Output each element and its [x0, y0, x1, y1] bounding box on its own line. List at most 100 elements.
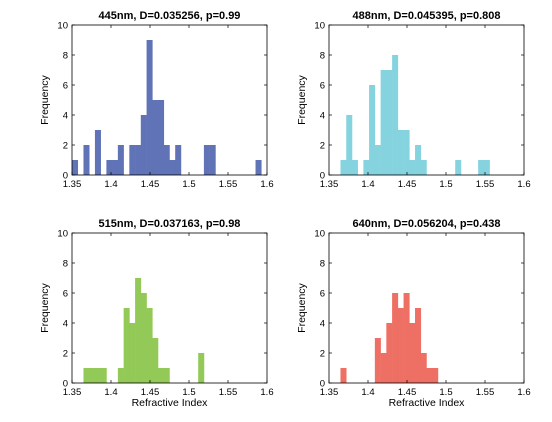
histogram-bar: [409, 160, 416, 175]
y-tick-label: 6: [320, 289, 325, 300]
chart-title: 515nm, D=0.037163, p=0.98: [99, 218, 241, 230]
x-tick-label: 1.55: [476, 179, 495, 190]
histogram-bar: [392, 55, 399, 175]
histogram-bar: [340, 160, 347, 175]
histogram-bar: [117, 368, 124, 383]
axes-box: [328, 24, 525, 176]
histogram-bar: [415, 308, 422, 383]
histogram-bar: [158, 100, 165, 175]
histogram-bar: [374, 145, 381, 175]
histogram-bar: [369, 85, 376, 175]
histogram-bar: [158, 368, 165, 383]
x-tick-label: 1.4: [104, 387, 117, 398]
histogram-bar: [483, 160, 490, 175]
chart-title: 488nm, D=0.045395, p=0.808: [353, 10, 501, 22]
histogram-bar: [363, 160, 370, 175]
y-tick-label: 4: [63, 319, 68, 330]
histogram-bar: [94, 130, 101, 175]
y-tick-label: 8: [63, 51, 68, 62]
histogram-bar: [209, 145, 216, 175]
histogram-bar: [374, 338, 381, 383]
x-tick-label: 1.55: [219, 387, 238, 398]
y-tick-label: 10: [314, 21, 325, 32]
x-tick-label: 1.5: [182, 179, 195, 190]
x-tick-label: 1.6: [517, 179, 530, 190]
histogram-bar: [420, 353, 427, 383]
x-tick-label: 1.45: [141, 179, 160, 190]
y-tick-label: 6: [63, 289, 68, 300]
histogram-bar: [397, 308, 404, 383]
histogram-bar: [135, 278, 142, 383]
histogram-bar: [198, 353, 205, 383]
histogram-bar: [146, 40, 153, 175]
y-tick-label: 8: [320, 259, 325, 270]
y-tick-label: 0: [63, 171, 68, 182]
y-tick-label: 2: [63, 141, 68, 152]
histogram-bar: [386, 70, 393, 175]
x-axis-label: Refractive Index: [389, 397, 466, 409]
histogram-bar: [432, 368, 439, 383]
histogram-bar: [163, 145, 170, 175]
histogram-bar: [380, 70, 387, 175]
histogram-bar: [255, 160, 262, 175]
y-tick-label: 4: [63, 111, 68, 122]
y-axis-label: Frequency: [296, 74, 308, 124]
histogram-bar: [152, 100, 159, 175]
y-tick-label: 8: [63, 259, 68, 270]
x-tick-label: 1.35: [320, 387, 339, 398]
histogram-bar: [380, 353, 387, 383]
histogram-bar: [203, 145, 210, 175]
x-tick-label: 1.6: [260, 179, 273, 190]
x-tick-label: 1.45: [398, 387, 417, 398]
x-tick-label: 1.45: [398, 179, 417, 190]
y-tick-label: 0: [320, 171, 325, 182]
x-axis-label: Refractive Index: [132, 397, 209, 409]
histogram-bar: [386, 323, 393, 383]
histogram-bar: [146, 308, 153, 383]
y-tick-label: 6: [320, 81, 325, 92]
y-tick-label: 6: [63, 81, 68, 92]
chart-panel-3: 1.35 1.4 1.45 1.5 1.55 1.6 0 2 4 6 8 10 515nm, D=0.0…: [39, 218, 274, 409]
chart-title: 640nm, D=0.056204, p=0.438: [353, 218, 501, 230]
y-tick-label: 0: [63, 379, 68, 390]
histogram-bar: [83, 145, 90, 175]
histogram-bar: [89, 368, 96, 383]
x-tick-label: 1.6: [517, 387, 530, 398]
axes-box: [71, 232, 268, 384]
histogram-bar: [409, 323, 416, 383]
histogram-bar: [163, 368, 170, 383]
histogram-bar: [112, 160, 119, 175]
x-tick-label: 1.4: [361, 387, 374, 398]
histogram-bar: [175, 145, 182, 175]
histogram-bar: [340, 368, 347, 383]
histogram-bar: [392, 293, 399, 383]
histogram-bar: [100, 368, 107, 383]
histogram-bar: [140, 293, 147, 383]
histogram-bar: [403, 293, 410, 383]
x-tick-label: 1.45: [141, 387, 160, 398]
histogram-bar: [169, 160, 176, 175]
y-axis-label: Frequency: [39, 282, 51, 332]
y-tick-label: 2: [63, 349, 68, 360]
histogram-bar: [129, 145, 136, 175]
y-tick-label: 0: [320, 379, 325, 390]
y-tick-label: 10: [57, 21, 68, 32]
axes-box: [328, 232, 525, 384]
x-tick-label: 1.55: [476, 387, 495, 398]
histogram-bar: [478, 160, 485, 175]
axes-box: [71, 24, 268, 176]
x-tick-label: 1.5: [182, 387, 195, 398]
histogram-bar: [420, 160, 427, 175]
y-axis-label: Frequency: [39, 74, 51, 124]
x-tick-label: 1.35: [63, 179, 82, 190]
x-tick-label: 1.35: [63, 387, 82, 398]
histogram-bar: [351, 160, 358, 175]
histogram-bar: [415, 145, 422, 175]
y-tick-label: 8: [320, 51, 325, 62]
histogram-bar: [135, 145, 142, 175]
y-tick-label: 10: [57, 229, 68, 240]
x-tick-label: 1.4: [104, 179, 117, 190]
histogram-bar: [152, 338, 159, 383]
histogram-bar: [123, 308, 130, 383]
